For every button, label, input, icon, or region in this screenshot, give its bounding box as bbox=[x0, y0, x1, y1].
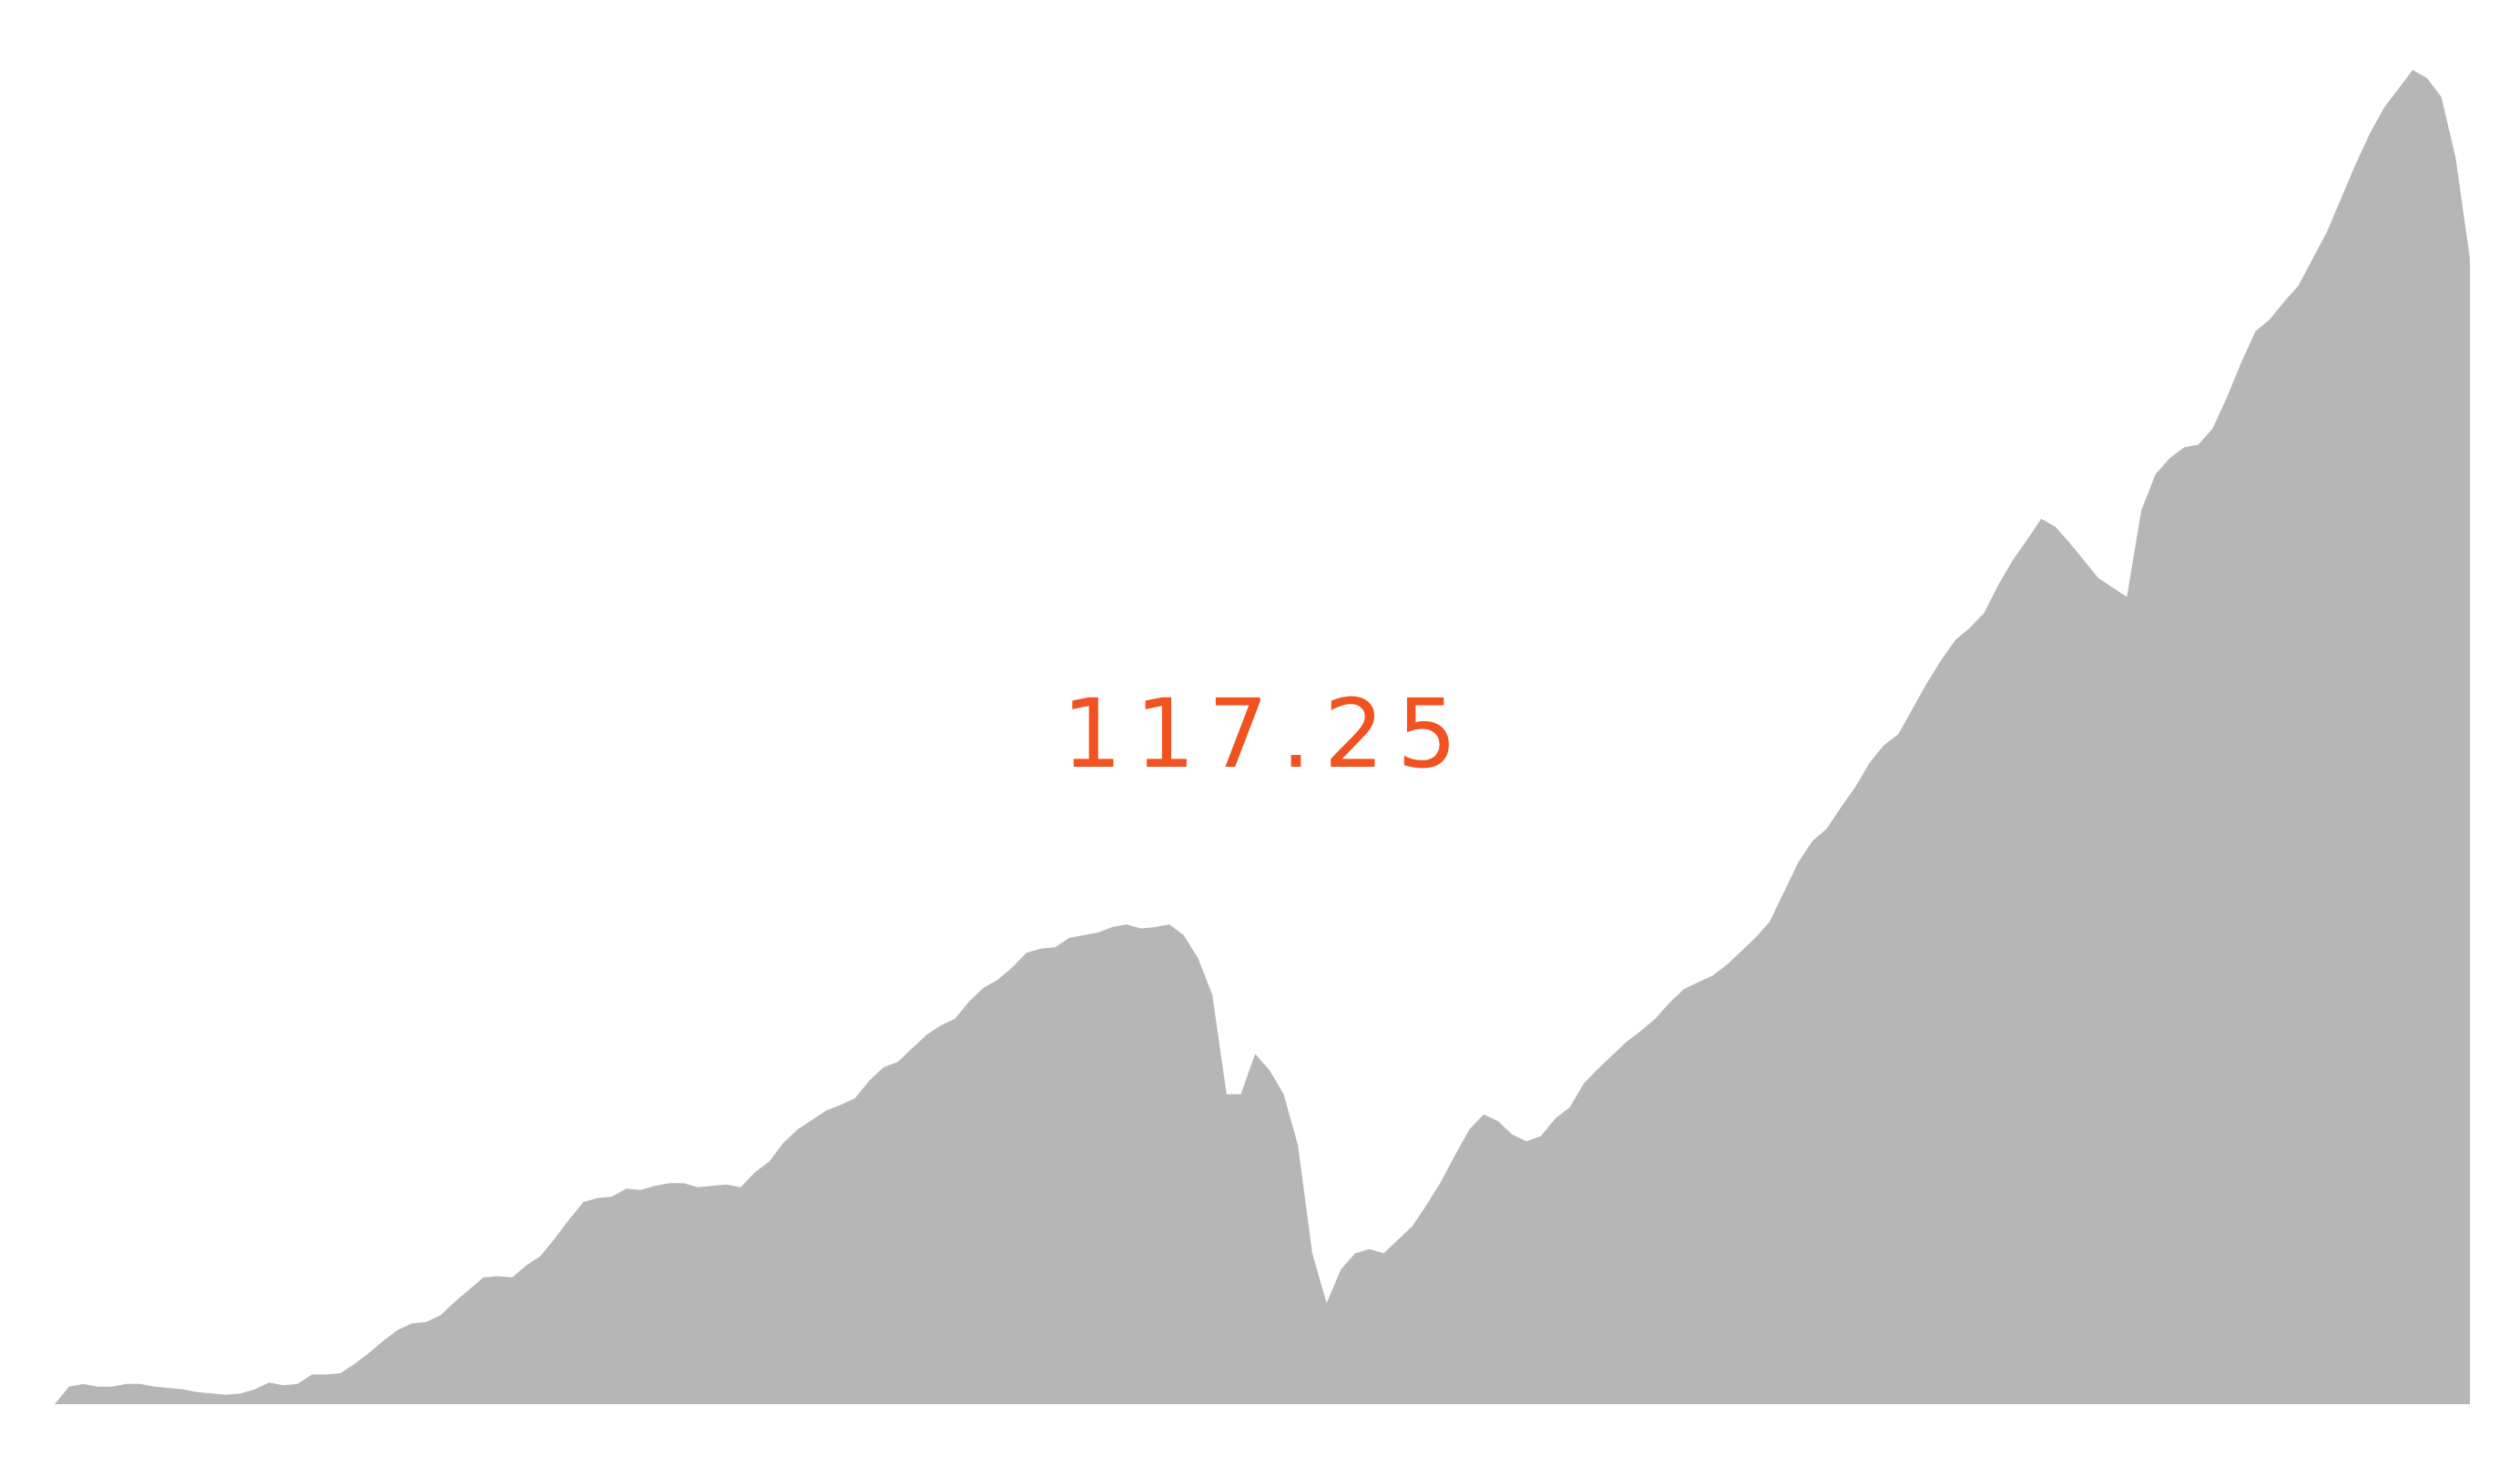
current-value-label: 117.25 bbox=[1062, 678, 1470, 790]
area-series-fill bbox=[55, 69, 2470, 1404]
